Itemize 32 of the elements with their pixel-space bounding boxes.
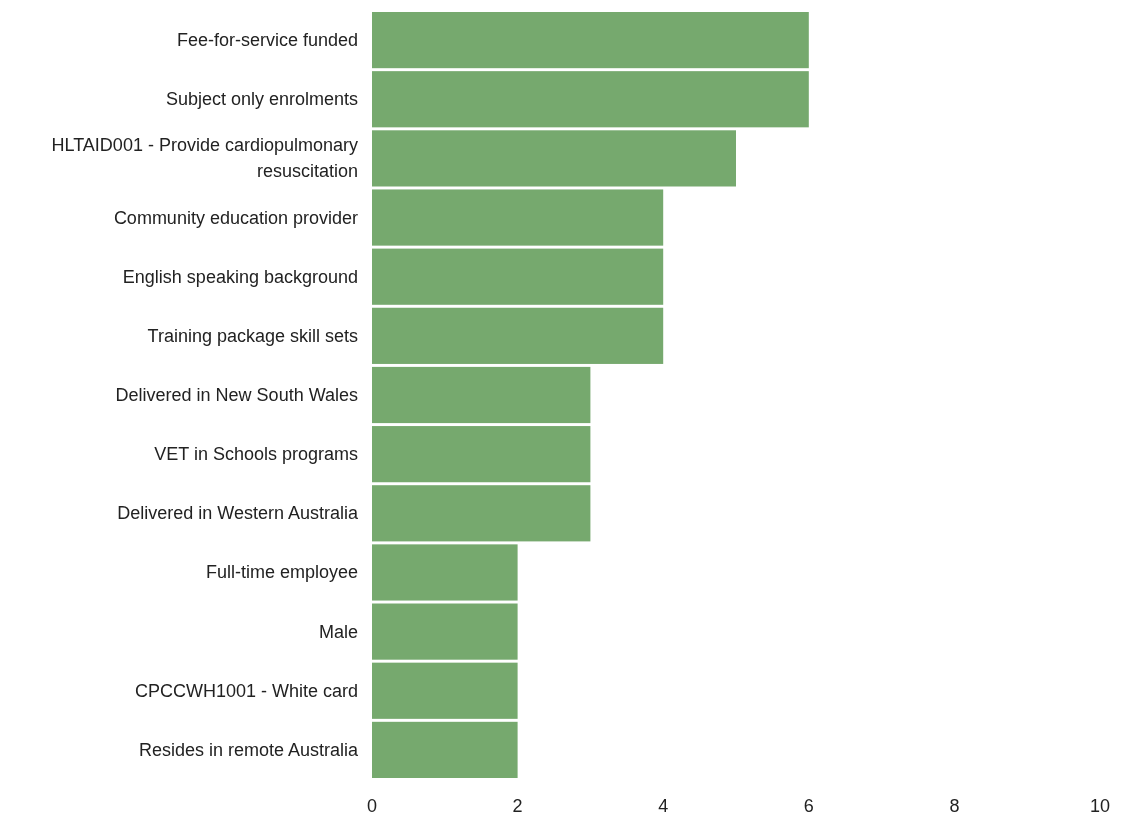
bar — [372, 71, 809, 128]
bar — [372, 130, 736, 187]
x-tick-label: 4 — [658, 796, 669, 814]
x-tick-label: 0 — [366, 796, 378, 814]
x-tick-label: 6 — [803, 796, 814, 814]
bar — [372, 426, 591, 483]
bar — [372, 662, 518, 719]
x-tick-label: 8 — [949, 796, 960, 814]
bar — [372, 189, 664, 246]
y-tick-label: Subject only enrolments — [165, 89, 358, 110]
bar — [372, 603, 518, 660]
y-tick-label: Delivered in Western Australia — [117, 503, 359, 524]
y-tick-label: CPCCWH1001 - White card — [134, 680, 358, 701]
bar — [372, 544, 518, 601]
bar — [372, 721, 518, 778]
y-tick-label: Resides in remote Australia — [138, 739, 359, 760]
bar — [372, 485, 591, 542]
x-tick-label: 10 — [1089, 796, 1111, 814]
x-tick-label: 2 — [512, 796, 523, 814]
y-tick-label: Community education provider — [113, 207, 358, 228]
y-tick-label: Male — [318, 621, 358, 642]
bar — [372, 366, 591, 424]
y-tick-label: Delivered in New South Wales — [115, 385, 358, 405]
y-tick-label: VET in Schools programs — [154, 444, 358, 465]
y-tick-label: Full-time employee — [205, 562, 358, 583]
bar — [372, 12, 809, 69]
y-tick-label: Fee-for-service funded — [176, 30, 358, 51]
y-tick-label: English speaking background — [122, 266, 358, 287]
y-tick-label: Training package skill sets — [147, 325, 358, 346]
bar — [372, 307, 664, 364]
bar — [372, 248, 664, 305]
y-tick-label: HLTAID001 - Provide cardiopulmonary resuscitation — [51, 135, 358, 182]
